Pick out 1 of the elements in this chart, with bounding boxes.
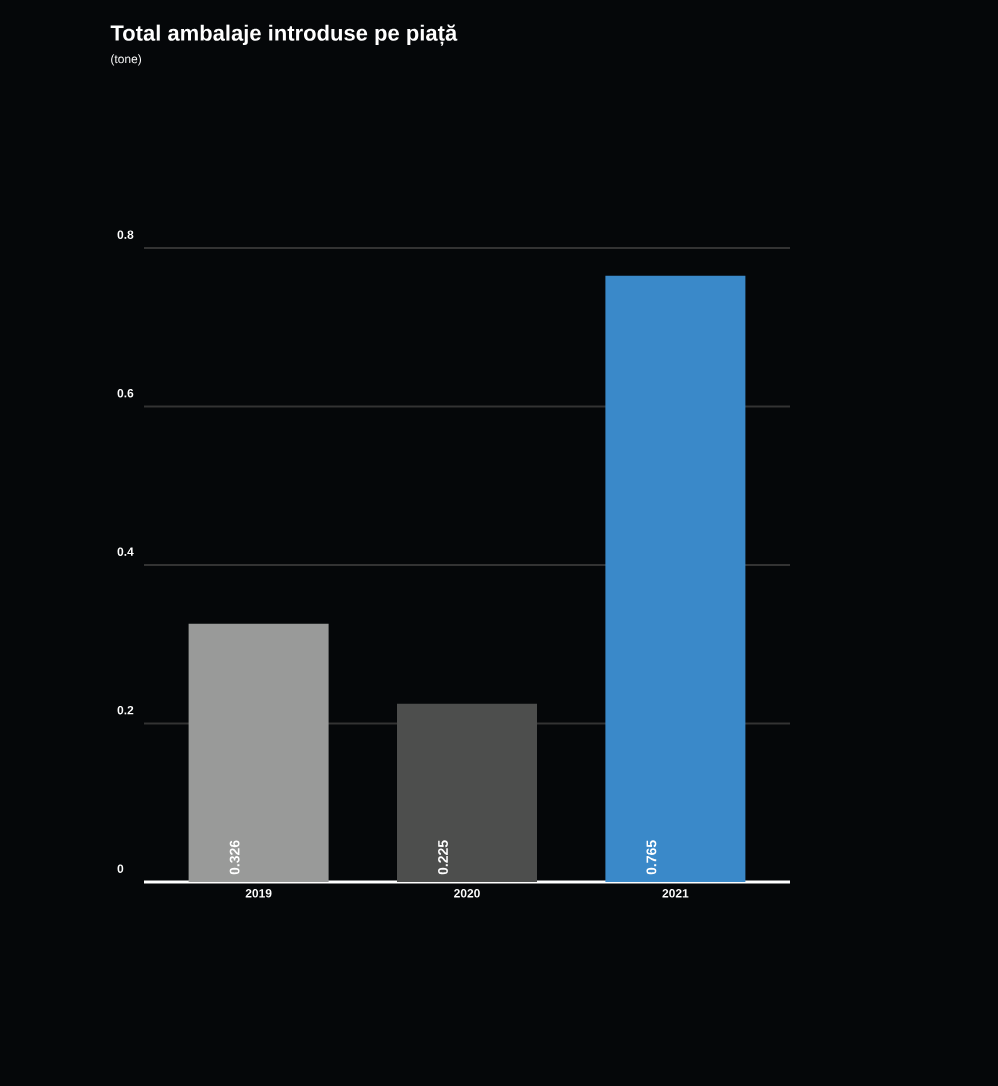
chart-title: Total ambalaje introduse pe piață (110, 24, 458, 46)
